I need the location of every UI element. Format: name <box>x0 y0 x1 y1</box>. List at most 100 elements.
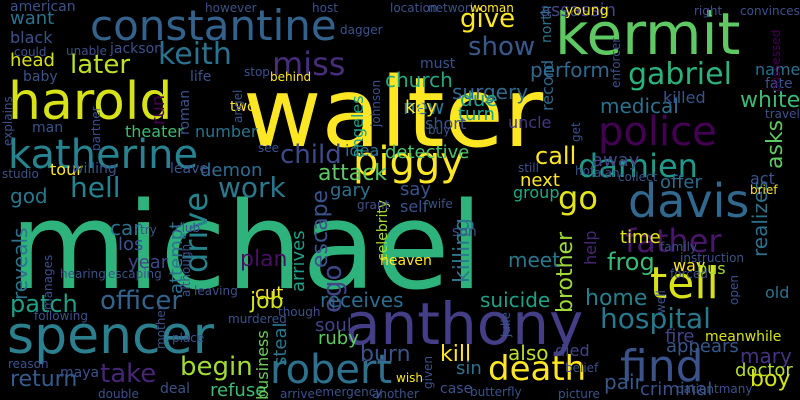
word-convinces: convinces <box>740 4 800 18</box>
word-another: another <box>372 387 419 400</box>
word-club: club <box>175 221 201 235</box>
word-doctor: doctor <box>735 360 793 381</box>
word-angel: angel <box>231 89 245 123</box>
word-baby: baby <box>23 69 58 85</box>
word-old: old <box>765 283 790 302</box>
word-kill: kill <box>440 342 472 367</box>
word-julie: julie <box>499 312 513 337</box>
word-meet: meet <box>508 248 560 272</box>
word-emergency: emergency <box>315 385 383 399</box>
word-murdered: murdered <box>228 312 287 326</box>
word-soul: soul <box>315 315 352 336</box>
word-church: church <box>385 68 453 92</box>
word-white: white <box>740 88 800 113</box>
word-though: though <box>278 305 321 319</box>
word-self: self <box>400 197 429 216</box>
word-suicide: suicide <box>480 288 551 312</box>
word-boy: boy <box>750 367 791 392</box>
word-demon: demon <box>200 160 263 181</box>
word-katherine: katherine <box>8 132 199 178</box>
word-must: must <box>420 56 456 72</box>
word-jackson: jackson <box>110 41 164 57</box>
word-group: group <box>513 183 560 202</box>
word-picture: picture <box>558 387 600 400</box>
word-appears: appears <box>666 336 739 357</box>
word-theater: theater <box>125 122 184 141</box>
word-family: family <box>660 240 698 254</box>
word-new: new <box>403 95 445 119</box>
word-next: next <box>520 170 560 191</box>
word-johnson: johnson <box>369 79 383 127</box>
word-away: away <box>592 150 640 171</box>
word-los: los <box>118 234 144 255</box>
word-given: given <box>421 355 435 389</box>
word-enforcer: enforcer <box>609 37 623 88</box>
word-begin: begin <box>180 352 253 382</box>
word-reason: reason <box>8 357 49 371</box>
word-butterfly: butterfly <box>470 385 522 399</box>
word-forced: forced <box>670 267 708 281</box>
word-plan: plan <box>240 247 288 272</box>
word-partner: partner <box>89 106 103 151</box>
word-following: following <box>34 309 88 323</box>
word-black: black <box>10 28 53 47</box>
word-davis: davis <box>628 174 750 228</box>
word-god: god <box>10 184 48 208</box>
word-place: place <box>172 331 205 345</box>
word-hospital: hospital <box>600 302 711 335</box>
word-tell: tell <box>650 258 719 309</box>
word-north: north <box>539 5 555 43</box>
word-business: business <box>253 330 272 400</box>
word-walter: walter <box>243 57 544 169</box>
word-explains: explains <box>1 96 15 146</box>
word-asks: asks <box>763 119 788 169</box>
word-job: job <box>250 289 284 314</box>
word-run: run <box>148 94 169 125</box>
word-return: return <box>10 367 78 392</box>
word-sin: sin <box>456 358 482 379</box>
word-act: act <box>750 169 775 188</box>
word-cut: cut <box>255 283 284 304</box>
word-roman: roman <box>177 89 193 135</box>
word-heaven: heaven <box>380 253 432 269</box>
word-offer: offer <box>660 172 702 193</box>
word-later: later <box>70 50 131 80</box>
word-still: still <box>518 161 539 175</box>
word-idea: idea <box>345 141 380 160</box>
word-tour: tour <box>50 160 83 179</box>
word-michael: michael <box>10 178 483 317</box>
word-bus: bus <box>697 259 726 278</box>
word-son: son <box>452 224 477 240</box>
word-see: see <box>258 141 280 155</box>
word-name: name <box>755 60 800 79</box>
word-grant: grant <box>357 198 390 212</box>
word-deal: deal <box>160 381 190 397</box>
word-network: network <box>428 1 477 15</box>
word-case: case <box>440 381 473 397</box>
word-leave: leave <box>170 161 208 177</box>
word-piggy: piggy <box>353 139 464 185</box>
word-hearing: hearing <box>60 267 106 281</box>
word-patientmany: patientmany <box>676 382 753 396</box>
word-fire: fire <box>665 326 695 347</box>
word-medical: medical <box>600 94 679 118</box>
word-also: also <box>508 341 549 365</box>
word-detective: detective <box>385 142 470 163</box>
word-meanwhile: meanwhile <box>705 329 782 345</box>
word-assassin: assassin <box>540 0 616 21</box>
word-father: father <box>625 222 722 260</box>
word-gabriel: gabriel <box>628 57 732 92</box>
word-go: go <box>558 179 598 217</box>
word-brief: brief <box>750 183 778 197</box>
word-find: find <box>620 341 704 392</box>
word-spencer: spencer <box>7 306 215 366</box>
word-get: get <box>569 122 583 142</box>
word-american: american <box>10 0 76 15</box>
word-man: man <box>32 120 64 136</box>
word-however: however <box>205 1 257 15</box>
word-say: say <box>400 179 432 200</box>
word-record: record <box>538 59 557 111</box>
word-behind: behind <box>270 70 312 84</box>
word-belief: belief <box>565 361 599 375</box>
